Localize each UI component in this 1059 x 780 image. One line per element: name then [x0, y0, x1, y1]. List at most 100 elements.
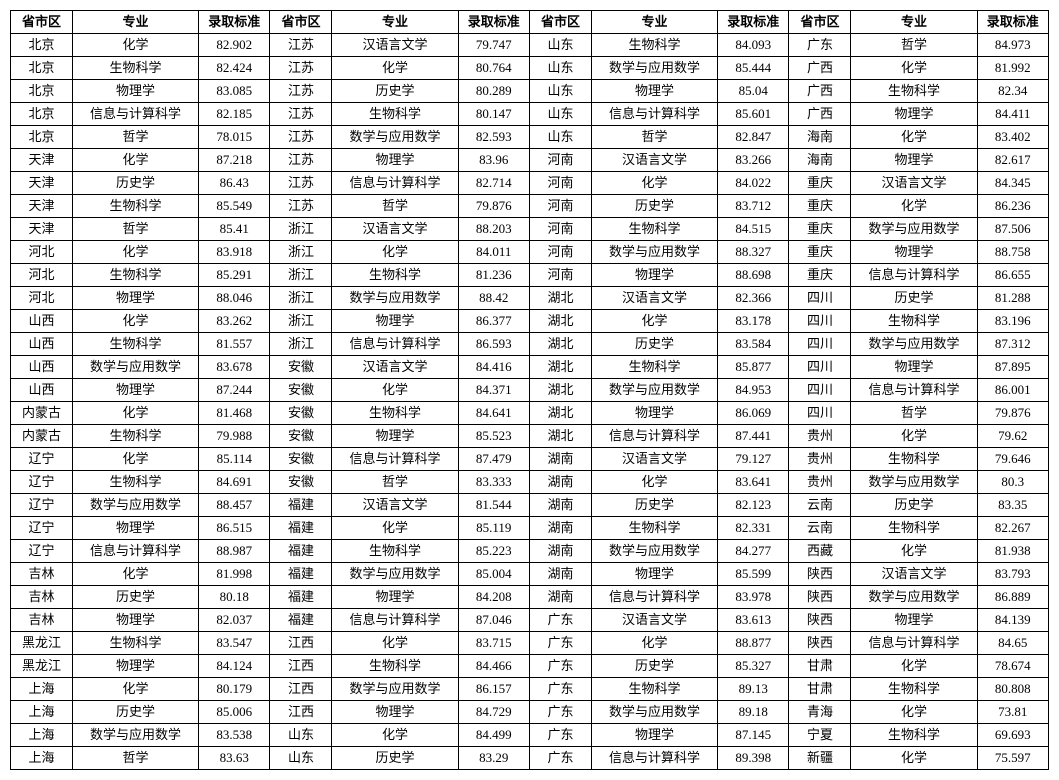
table-cell: 数学与应用数学 [851, 586, 977, 609]
table-cell: 物理学 [591, 402, 717, 425]
table-cell: 87.895 [977, 356, 1049, 379]
table-row: 天津历史学86.43江苏信息与计算科学82.714河南化学84.022重庆汉语言… [11, 172, 1049, 195]
table-cell: 85.223 [458, 540, 529, 563]
table-cell: 物理学 [72, 287, 198, 310]
table-cell: 贵州 [789, 425, 851, 448]
table-row: 河北物理学88.046浙江数学与应用数学88.42湖北汉语言文学82.366四川… [11, 287, 1049, 310]
table-row: 上海哲学83.63山东历史学83.29广东信息与计算科学89.398新疆化学75… [11, 747, 1049, 770]
table-cell: 化学 [851, 195, 977, 218]
table-cell: 安徽 [270, 379, 332, 402]
table-cell: 黑龙江 [11, 632, 73, 655]
table-cell: 生物科学 [851, 80, 977, 103]
table-row: 辽宁信息与计算科学88.987福建生物科学85.223湖南数学与应用数学84.2… [11, 540, 1049, 563]
table-cell: 山西 [11, 379, 73, 402]
table-cell: 化学 [72, 448, 198, 471]
table-cell: 数学与应用数学 [851, 471, 977, 494]
table-row: 吉林化学81.998福建数学与应用数学85.004湖南物理学85.599陕西汉语… [11, 563, 1049, 586]
table-cell: 89.398 [718, 747, 789, 770]
table-cell: 84.953 [718, 379, 789, 402]
header-major-1: 专业 [72, 11, 198, 34]
table-cell: 湖南 [529, 448, 591, 471]
table-cell: 安徽 [270, 425, 332, 448]
table-row: 天津生物科学85.549江苏哲学79.876河南历史学83.712重庆化学86.… [11, 195, 1049, 218]
header-region-4: 省市区 [789, 11, 851, 34]
table-cell: 生物科学 [72, 632, 198, 655]
table-cell: 84.466 [458, 655, 529, 678]
table-cell: 79.876 [458, 195, 529, 218]
table-cell: 86.377 [458, 310, 529, 333]
table-cell: 化学 [332, 517, 458, 540]
table-cell: 湖南 [529, 540, 591, 563]
table-cell: 江苏 [270, 103, 332, 126]
table-cell: 陕西 [789, 609, 851, 632]
table-row: 辽宁物理学86.515福建化学85.119湖南生物科学82.331云南生物科学8… [11, 517, 1049, 540]
table-cell: 浙江 [270, 287, 332, 310]
table-cell: 汉语言文学 [851, 563, 977, 586]
table-cell: 汉语言文学 [851, 172, 977, 195]
table-cell: 汉语言文学 [591, 609, 717, 632]
table-cell: 数学与应用数学 [591, 540, 717, 563]
table-cell: 广东 [529, 724, 591, 747]
table-cell: 重庆 [789, 241, 851, 264]
table-row: 山西数学与应用数学83.678安徽汉语言文学84.416湖北生物科学85.877… [11, 356, 1049, 379]
table-row: 北京哲学78.015江苏数学与应用数学82.593山东哲学82.847海南化学8… [11, 126, 1049, 149]
table-cell: 甘肃 [789, 655, 851, 678]
table-cell: 北京 [11, 103, 73, 126]
table-cell: 化学 [72, 678, 198, 701]
table-cell: 82.267 [977, 517, 1049, 540]
table-cell: 信息与计算科学 [591, 747, 717, 770]
table-cell: 79.876 [977, 402, 1049, 425]
admission-standards-table: 省市区 专业 录取标准 省市区 专业 录取标准 省市区 专业 录取标准 省市区 … [10, 10, 1049, 770]
table-cell: 陕西 [789, 586, 851, 609]
table-cell: 81.288 [977, 287, 1049, 310]
table-cell: 广东 [529, 632, 591, 655]
table-cell: 83.35 [977, 494, 1049, 517]
table-cell: 青海 [789, 701, 851, 724]
table-cell: 85.006 [199, 701, 270, 724]
table-cell: 广东 [529, 701, 591, 724]
table-cell: 82.424 [199, 57, 270, 80]
table-cell: 87.441 [718, 425, 789, 448]
table-cell: 生物科学 [332, 655, 458, 678]
table-cell: 湖北 [529, 310, 591, 333]
table-cell: 79.646 [977, 448, 1049, 471]
table-cell: 84.011 [458, 241, 529, 264]
table-cell: 87.046 [458, 609, 529, 632]
table-cell: 福建 [270, 494, 332, 517]
table-cell: 生物科学 [591, 218, 717, 241]
table-cell: 85.291 [199, 264, 270, 287]
header-major-3: 专业 [591, 11, 717, 34]
table-row: 上海数学与应用数学83.538山东化学84.499广东物理学87.145宁夏生物… [11, 724, 1049, 747]
table-cell: 天津 [11, 195, 73, 218]
table-cell: 河南 [529, 172, 591, 195]
table-cell: 88.327 [718, 241, 789, 264]
table-row: 辽宁数学与应用数学88.457福建汉语言文学81.544湖南历史学82.123云… [11, 494, 1049, 517]
table-cell: 历史学 [72, 172, 198, 195]
table-cell: 广西 [789, 103, 851, 126]
table-cell: 86.655 [977, 264, 1049, 287]
table-cell: 84.345 [977, 172, 1049, 195]
table-cell: 辽宁 [11, 540, 73, 563]
table-cell: 数学与应用数学 [851, 333, 977, 356]
table-cell: 83.641 [718, 471, 789, 494]
table-cell: 生物科学 [72, 57, 198, 80]
table-cell: 85.523 [458, 425, 529, 448]
header-region-2: 省市区 [270, 11, 332, 34]
table-cell: 化学 [72, 310, 198, 333]
table-cell: 北京 [11, 34, 73, 57]
table-cell: 信息与计算科学 [72, 103, 198, 126]
table-cell: 84.729 [458, 701, 529, 724]
table-cell: 河南 [529, 241, 591, 264]
header-score-2: 录取标准 [458, 11, 529, 34]
table-cell: 86.236 [977, 195, 1049, 218]
table-cell: 数学与应用数学 [591, 379, 717, 402]
table-cell: 83.538 [199, 724, 270, 747]
table-cell: 化学 [851, 747, 977, 770]
table-cell: 81.938 [977, 540, 1049, 563]
table-cell: 北京 [11, 126, 73, 149]
table-cell: 85.549 [199, 195, 270, 218]
table-cell: 河北 [11, 241, 73, 264]
table-cell: 82.847 [718, 126, 789, 149]
table-cell: 西藏 [789, 540, 851, 563]
table-cell: 80.764 [458, 57, 529, 80]
